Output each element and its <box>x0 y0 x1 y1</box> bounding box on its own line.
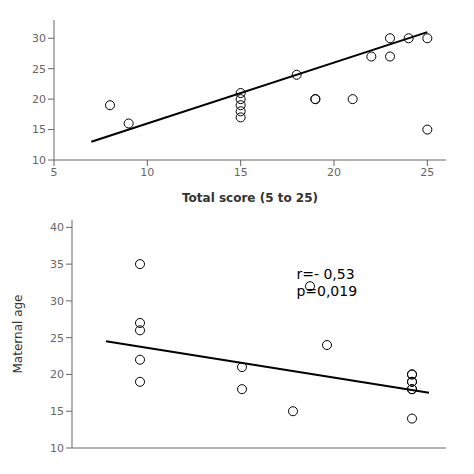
svg-text:15: 15 <box>50 405 64 418</box>
svg-text:25: 25 <box>420 166 434 179</box>
svg-text:25: 25 <box>32 63 46 76</box>
svg-text:30: 30 <box>50 295 64 308</box>
svg-text:10: 10 <box>32 154 46 167</box>
svg-text:10: 10 <box>50 442 64 455</box>
svg-text:15: 15 <box>234 166 248 179</box>
svg-text:Maternal age: Maternal age <box>11 295 25 374</box>
svg-text:20: 20 <box>32 93 46 106</box>
html-text:r=- 0,53 p=0,019: r=- 0,53 p=0,019 <box>296 265 358 300</box>
svg-text:35: 35 <box>50 258 64 271</box>
svg-text:Total score (5 to 25): Total score (5 to 25) <box>182 191 318 205</box>
svg-text:10: 10 <box>140 166 154 179</box>
svg-text:15: 15 <box>32 123 46 136</box>
svg-text:25: 25 <box>50 332 64 345</box>
svg-text:20: 20 <box>50 368 64 381</box>
svg-text:20: 20 <box>327 166 341 179</box>
svg-text:40: 40 <box>50 221 64 234</box>
svg-text:30: 30 <box>32 32 46 45</box>
svg-text:5: 5 <box>51 166 58 179</box>
